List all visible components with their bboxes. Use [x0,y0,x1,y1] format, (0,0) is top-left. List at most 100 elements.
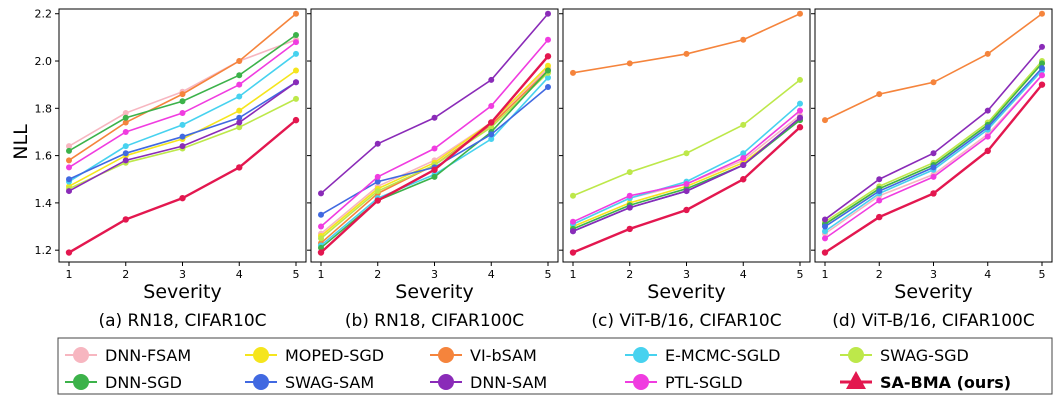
series-vi-bsam [66,10,299,164]
legend-item-dnn-sam: DNN-SAM [430,373,547,392]
data-point [683,180,690,187]
panel-caption: (a) RN18, CIFAR10C [98,311,266,331]
data-point [318,235,324,242]
legend-label: MOPED-SGD [285,346,384,365]
x-tick-label: 2 [122,268,129,281]
x-tick-label: 3 [431,268,438,281]
x-tick-label: 5 [545,268,552,281]
data-point [179,133,186,140]
data-point [66,143,72,150]
data-point [236,164,243,171]
data-point [488,124,495,131]
data-point [488,119,495,126]
data-point [1039,60,1045,67]
series-dnn-sam [318,10,551,197]
data-point [570,192,576,199]
panel-caption: (b) RN18, CIFAR100C [345,311,524,331]
legend-marker [633,374,649,390]
legend-label: E-MCMC-SGLD [665,346,780,365]
data-point [545,36,551,43]
data-point [876,197,883,204]
data-point [293,67,299,74]
x-axis-label: Severity [647,281,725,303]
x-tick-label: 5 [797,268,804,281]
data-point [797,76,803,83]
y-tick-label: 1.8 [35,102,53,115]
data-point [374,188,381,195]
y-tick-label: 2.0 [35,55,53,68]
data-point [236,58,243,65]
data-point [179,110,186,117]
data-point [740,154,747,161]
data-point [984,124,991,131]
data-point [122,110,129,117]
data-point [318,190,324,197]
data-point [293,10,299,17]
panel-1: 1.2 1.4 1.6 1.8 2.0 2.2 1 2 3 4 5 Severity (a) RN18,… [35,8,307,331]
data-point [740,150,747,157]
panel-caption: (c) ViT-B/16, CIFAR10C [591,311,781,331]
data-point [179,98,186,105]
data-point [683,50,690,57]
data-point [293,50,299,57]
data-point [1038,81,1046,88]
y-axis-label: NLL [10,124,32,160]
data-point [797,107,803,114]
data-point [66,164,72,171]
data-point [374,178,381,185]
series-vi-bsam [570,10,803,76]
data-point [626,60,633,67]
data-point [431,166,438,173]
panel-frame [814,8,1053,263]
data-point [236,119,243,126]
x-tick-label: 1 [570,268,577,281]
x-tick-label: 2 [876,268,883,281]
data-point [930,190,937,197]
data-point [122,119,129,126]
x-tick-label: 2 [626,268,633,281]
data-point [1039,43,1045,50]
legend-marker [438,347,454,363]
x-axis-label: Severity [143,281,221,303]
data-point [318,244,324,251]
data-point [122,157,129,164]
data-point [984,133,991,140]
data-point [876,176,883,183]
data-point [65,249,73,256]
series-ptl-sgld [66,39,299,171]
data-point [822,228,828,235]
data-point [179,143,186,150]
data-point [626,225,633,233]
data-point [876,91,883,98]
legend-label: PTL-SGLD [665,373,743,392]
legend-marker [253,374,269,390]
data-point [796,124,804,131]
series-sa-bma-ours [317,53,552,256]
data-point [318,211,324,218]
data-point [797,10,803,17]
data-point [431,114,438,121]
series-sa-bma-ours [821,81,1046,256]
legend-item-dnn-fsam: DNN-FSAM [65,346,191,365]
data-point [236,107,243,114]
data-point [822,223,828,230]
legend-marker [253,347,269,363]
legend-marker [633,347,649,363]
legend-item-sa-bma-ours: SA-BMA (ours) [840,371,1011,392]
data-point [544,53,552,60]
data-point [984,50,991,57]
legend-label: VI-bSAM [470,346,537,365]
x-tick-label: 4 [984,268,991,281]
x-tick-label: 1 [822,268,829,281]
data-point [293,79,299,86]
data-point [122,150,129,157]
data-point [797,114,803,121]
data-point [626,169,633,176]
legend-marker [846,371,866,389]
legend-label: SWAG-SGD [880,346,969,365]
panel-caption: (d) ViT-B/16, CIFAR100C [832,311,1034,331]
data-point [293,95,299,102]
data-point [570,69,576,76]
data-point [740,162,747,169]
